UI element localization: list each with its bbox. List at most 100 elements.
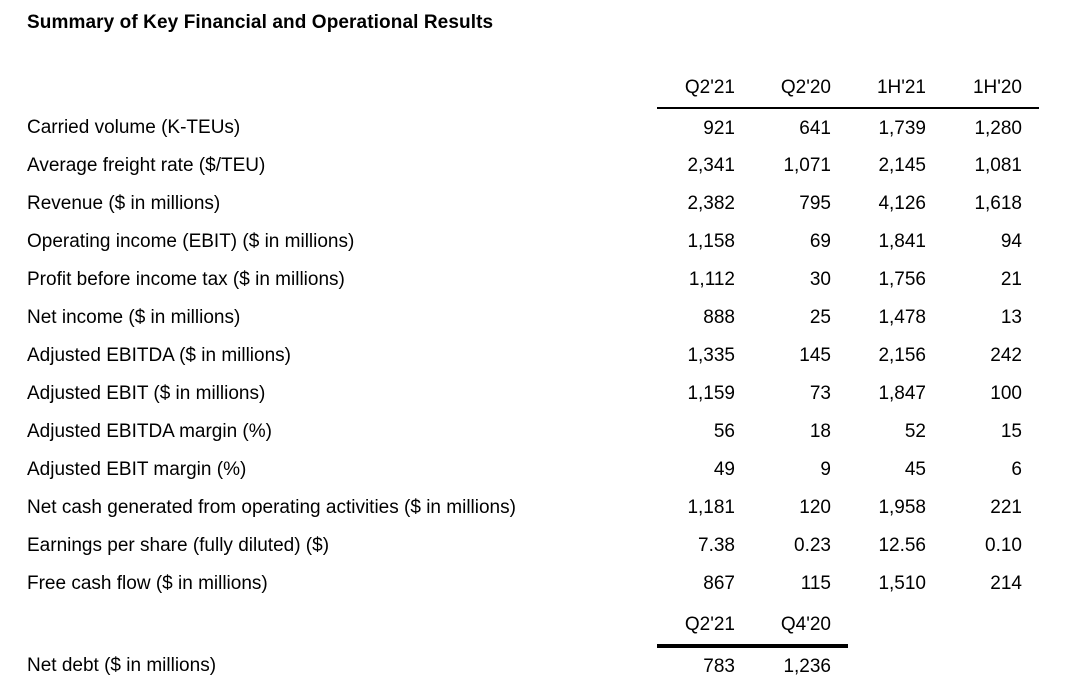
row-value: 214 <box>990 573 1022 594</box>
row-value: 100 <box>990 383 1022 404</box>
row-label: Adjusted EBIT ($ in millions) <box>27 383 266 404</box>
main-header-row: Q2'21 Q2'20 1H'21 1H'20 <box>27 58 1039 109</box>
row-label: Adjusted EBITDA ($ in millions) <box>27 345 291 366</box>
row-value: 1,510 <box>878 573 926 594</box>
column-header: Q2'21 <box>657 58 752 109</box>
row-value: 641 <box>799 117 831 139</box>
row-label: Earnings per share (fully diluted) ($) <box>27 535 330 556</box>
row-label: Adjusted EBITDA margin (%) <box>27 421 272 442</box>
row-value: 120 <box>799 497 831 518</box>
table-row: Free cash flow ($ in millions) 867 115 1,51… <box>27 564 1039 602</box>
row-value: 9 <box>820 459 831 480</box>
table-row: Carried volume (K-TEUs) 921 641 1,739 1,280 <box>27 108 1039 146</box>
row-value: 1,159 <box>687 383 735 404</box>
row-value: 115 <box>800 573 831 594</box>
header-spacer <box>27 58 657 108</box>
row-value: 2,341 <box>687 155 735 176</box>
row-value: 1,756 <box>878 269 926 290</box>
row-value: 2,156 <box>878 345 926 366</box>
table-row: Adjusted EBIT ($ in millions) 1,159 73 1,84… <box>27 374 1039 412</box>
table-row: Net cash generated from operating activi… <box>27 488 1039 526</box>
row-value: 1,847 <box>878 383 926 404</box>
column-header: 1H'21 <box>848 58 943 109</box>
row-label: Net debt ($ in millions) <box>27 655 217 676</box>
row-value: 1,181 <box>687 497 735 518</box>
row-value: 56 <box>713 421 735 442</box>
column-header: Q4'20 <box>752 602 848 648</box>
table-row: Operating income (EBIT) ($ in millions) 1… <box>27 222 1039 260</box>
empty-cell <box>943 602 1039 646</box>
row-value: 49 <box>713 459 735 480</box>
empty-cell <box>943 646 1039 684</box>
row-value: 2,382 <box>687 193 735 214</box>
subheader-spacer <box>27 602 657 646</box>
column-header: Q2'21 <box>657 602 752 648</box>
report-page: Summary of Key Financial and Operational… <box>27 12 1039 684</box>
row-value: 242 <box>990 345 1022 366</box>
row-value: 888 <box>703 307 735 328</box>
row-value: 221 <box>990 497 1022 518</box>
row-value: 1,071 <box>783 155 831 176</box>
row-value: 15 <box>1000 421 1022 442</box>
row-value: 13 <box>1000 307 1022 328</box>
table-row: Adjusted EBITDA ($ in millions) 1,335 145 2… <box>27 336 1039 374</box>
row-value: 867 <box>703 573 735 594</box>
row-value: 1,236 <box>783 656 831 677</box>
row-value: 795 <box>799 193 831 214</box>
row-value: 52 <box>904 421 926 442</box>
row-value: 1,618 <box>974 193 1022 214</box>
table-row: Net income ($ in millions) 888 25 1,478 13 <box>27 298 1039 336</box>
table-row: Net debt ($ in millions) 783 1,236 <box>27 646 1039 684</box>
row-value: 1,081 <box>974 155 1022 176</box>
table-row: Earnings per share (fully diluted) ($) 7.… <box>27 526 1039 564</box>
row-value: 4,126 <box>878 193 926 214</box>
row-value: 30 <box>809 269 831 290</box>
row-value: 921 <box>703 117 735 139</box>
row-value: 73 <box>809 383 831 404</box>
row-value: 1,280 <box>974 117 1022 139</box>
table-row: Average freight rate ($/TEU) 2,341 1,071 2,… <box>27 146 1039 184</box>
row-value: 0.23 <box>794 535 831 556</box>
row-label: Net cash generated from operating activi… <box>27 497 516 518</box>
row-value: 1,739 <box>878 117 926 139</box>
page-title: Summary of Key Financial and Operational… <box>27 12 494 33</box>
row-value: 7.38 <box>698 535 735 556</box>
results-table: Q2'21 Q2'20 1H'21 1H'20 Carried volume (K-T… <box>27 58 1039 684</box>
table-row: Adjusted EBITDA margin (%) 56 18 52 15 <box>27 412 1039 450</box>
row-value: 25 <box>809 307 831 328</box>
row-label: Adjusted EBIT margin (%) <box>27 459 247 480</box>
table-row: Adjusted EBIT margin (%) 49 9 45 6 <box>27 450 1039 488</box>
empty-cell <box>848 602 943 646</box>
table-row: Revenue ($ in millions) 2,382 795 4,126 1,61… <box>27 184 1039 222</box>
row-value: 1,841 <box>878 231 926 252</box>
row-label: Average freight rate ($/TEU) <box>27 155 266 176</box>
row-value: 1,112 <box>688 269 735 290</box>
row-value: 1,158 <box>687 231 735 252</box>
row-value: 145 <box>799 345 831 366</box>
netdebt-header-row: Q2'21 Q4'20 <box>27 602 1039 648</box>
row-value: 12.56 <box>878 535 926 556</box>
row-value: 45 <box>904 459 926 480</box>
row-label: Net income ($ in millions) <box>27 307 241 328</box>
row-value: 1,958 <box>878 497 926 518</box>
row-value: 18 <box>809 421 831 442</box>
row-label: Carried volume (K-TEUs) <box>27 117 241 138</box>
row-value: 21 <box>1000 269 1022 290</box>
row-value: 1,478 <box>878 307 926 328</box>
table-row: Profit before income tax ($ in millions)… <box>27 260 1039 298</box>
row-label: Revenue ($ in millions) <box>27 193 221 214</box>
row-value: 0.10 <box>985 535 1022 556</box>
row-value: 2,145 <box>878 155 926 176</box>
row-value: 783 <box>703 656 735 677</box>
row-label: Operating income (EBIT) ($ in millions) <box>27 231 355 252</box>
empty-cell <box>848 646 943 684</box>
row-value: 69 <box>809 231 831 252</box>
main-table-body: Carried volume (K-TEUs) 921 641 1,739 1,280 A… <box>27 108 1039 684</box>
row-label: Free cash flow ($ in millions) <box>27 573 268 594</box>
row-label: Profit before income tax ($ in millions) <box>27 269 345 290</box>
column-header: 1H'20 <box>943 58 1039 109</box>
row-value: 6 <box>1011 459 1022 480</box>
row-value: 1,335 <box>687 345 735 366</box>
row-value: 94 <box>1000 231 1022 252</box>
column-header: Q2'20 <box>752 58 848 109</box>
